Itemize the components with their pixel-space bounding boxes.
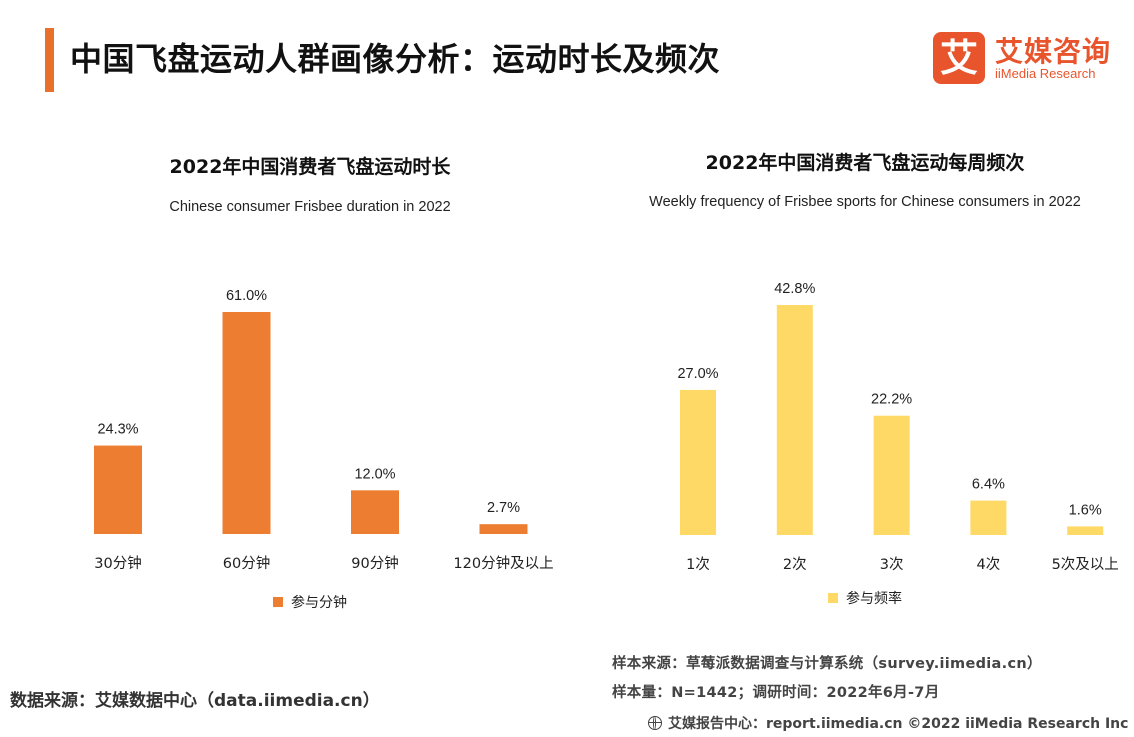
chart-subtitle: Weekly frequency of Frisbee sports for C… (649, 194, 1081, 210)
data-label: 2.7% (487, 500, 520, 516)
data-source-note: 数据来源：艾媒数据中心（data.iimedia.cn） (10, 691, 380, 711)
category-label: 60分钟 (223, 555, 270, 572)
logo-english-name: iiMedia Research (995, 66, 1096, 81)
bar (479, 524, 528, 534)
legend-swatch (828, 593, 838, 603)
bar (873, 415, 910, 535)
frequency-bar-plot: 27.0% 1次 42.8% 2次 22.2% 3次 6.4% 4次 1.6% 5次及以上 (677, 281, 1119, 573)
legend-label: 参与分钟 (291, 595, 347, 611)
chart-title: 2022年中国消费者飞盘运动时长 (169, 156, 451, 178)
footer: 艾媒报告中心：report.iimedia.cn ©2022 iiMedia R… (648, 713, 1128, 733)
data-label: 24.3% (97, 422, 138, 438)
bar (94, 445, 142, 534)
category-label: 4次 (977, 556, 1001, 573)
duration-chart: 2022年中国消费者飞盘运动时长 Chinese consumer Frisbe… (40, 140, 580, 630)
category-label: 1次 (686, 556, 710, 573)
legend-swatch (273, 597, 283, 607)
chart-legend: 参与分钟 (40, 592, 580, 612)
sample-size-note: 样本量：N=1442；调研时间：2022年6月-7月 (612, 685, 940, 701)
duration-bar-plot: 24.3% 30分钟 61.0% 60分钟 12.0% 90分钟 2.7% 120分钟及以上 (94, 288, 554, 572)
globe-icon (648, 716, 662, 730)
data-label: 12.0% (354, 466, 395, 482)
chart-subtitle: Chinese consumer Frisbee duration in 202… (169, 199, 451, 215)
title-accent-bar (45, 28, 54, 92)
logo-chinese-name: 艾媒咨询 (995, 35, 1112, 68)
category-label: 90分钟 (351, 555, 398, 572)
data-label: 1.6% (1069, 502, 1102, 518)
data-label: 27.0% (677, 366, 718, 382)
chart-legend: 参与频率 (605, 588, 1125, 608)
category-label: 2次 (783, 556, 807, 573)
data-label: 42.8% (774, 281, 815, 297)
iimedia-logo: 艾 艾媒咨询 iiMedia Research (933, 30, 1113, 86)
bar (776, 305, 813, 535)
logo-mark-icon: 艾 (933, 32, 985, 84)
bar (970, 500, 1007, 535)
data-label: 61.0% (226, 288, 267, 304)
legend-label: 参与频率 (846, 591, 902, 607)
data-label: 6.4% (972, 477, 1005, 493)
page-title: 中国飞盘运动人群画像分析：运动时长及频次 (70, 40, 721, 78)
category-label: 3次 (880, 556, 904, 573)
bar (1067, 526, 1104, 535)
bar (222, 312, 271, 534)
bar (680, 389, 716, 535)
footer-text: 艾媒报告中心：report.iimedia.cn ©2022 iiMedia R… (668, 716, 1129, 732)
chart-title: 2022年中国消费者飞盘运动每周频次 (705, 152, 1025, 174)
bar (351, 490, 399, 534)
sample-source-note: 样本来源：草莓派数据调查与计算系统（survey.iimedia.cn） (612, 656, 1042, 672)
category-label: 30分钟 (94, 555, 141, 572)
data-label: 22.2% (871, 392, 912, 408)
category-label: 120分钟及以上 (453, 555, 553, 572)
frequency-chart: 2022年中国消费者飞盘运动每周频次 Weekly frequency of F… (605, 140, 1125, 630)
category-label: 5次及以上 (1052, 556, 1119, 573)
